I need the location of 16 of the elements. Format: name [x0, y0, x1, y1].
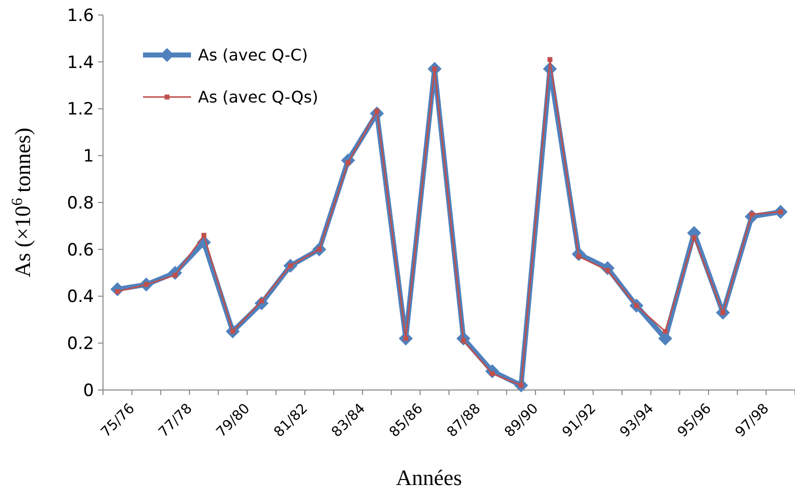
- y-tick-label: 0.2: [66, 334, 94, 354]
- y-tick-label: 0.6: [66, 240, 94, 260]
- y-tick-label: 0: [83, 380, 94, 401]
- y-tick-label: 1.2: [66, 100, 94, 120]
- point: [547, 57, 552, 62]
- point: [692, 235, 697, 240]
- point: [662, 328, 668, 334]
- legend-label: As (avec Q-C): [198, 46, 308, 65]
- legend-label: As (avec Q-Qs): [198, 88, 318, 107]
- x-axis-title: Années: [396, 465, 462, 490]
- y-tick-label: 1.4: [66, 52, 94, 73]
- y-tick-label: 0.4: [66, 287, 94, 308]
- y-tick-label: 0.8: [66, 193, 94, 214]
- point: [201, 232, 206, 238]
- y-tick-label: 1.6: [66, 6, 94, 26]
- y-tick-label: 1: [83, 146, 94, 167]
